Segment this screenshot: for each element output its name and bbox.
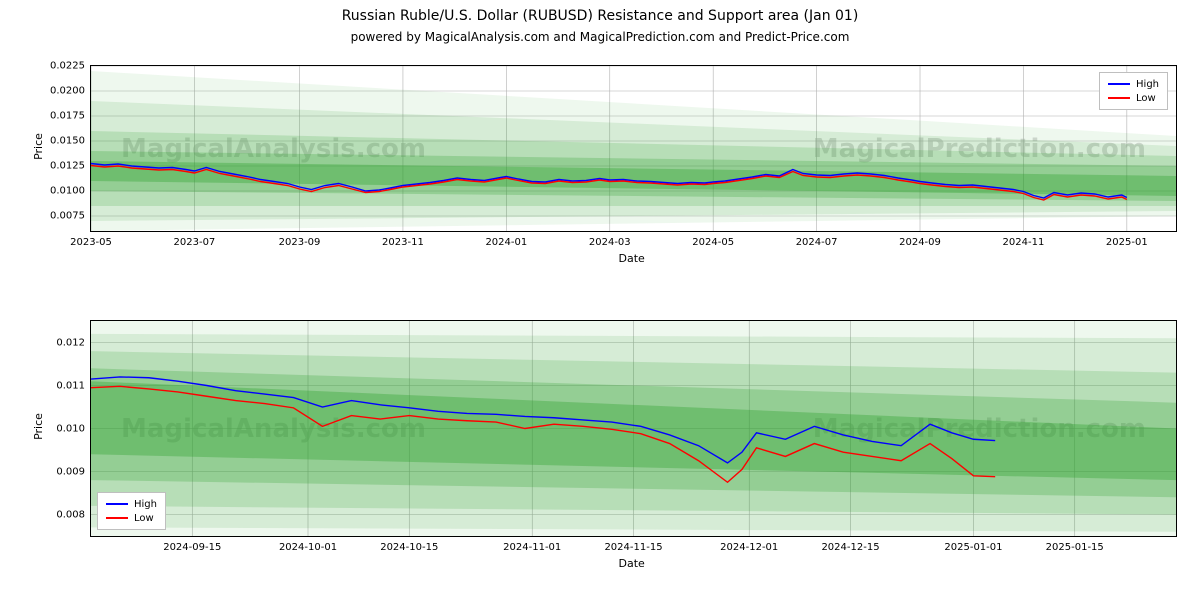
x-tick-label: 2024-07	[796, 231, 838, 248]
x-tick-label: 2024-12-15	[821, 536, 879, 553]
x-tick-label: 2024-11-15	[604, 536, 662, 553]
figure: Russian Ruble/U.S. Dollar (RUBUSD) Resis…	[0, 0, 1200, 600]
legend-item-high: High	[106, 497, 157, 511]
x-tick-label: 2025-01-15	[1046, 536, 1104, 553]
chart-title: Russian Ruble/U.S. Dollar (RUBUSD) Resis…	[0, 8, 1200, 24]
x-tick-label: 2024-09-15	[163, 536, 221, 553]
x-tick-label: 2023-05	[70, 231, 112, 248]
chart-bottom-svg	[91, 321, 1176, 536]
x-tick-label: 2023-11	[382, 231, 424, 248]
y-tick-label: 0.0175	[50, 111, 91, 122]
y-tick-label: 0.010	[56, 423, 91, 434]
x-tick-label: 2024-10-15	[380, 536, 438, 553]
y-tick-label: 0.0200	[50, 86, 91, 97]
x-tick-label: 2023-09	[279, 231, 321, 248]
y-tick-label: 0.0150	[50, 136, 91, 147]
legend-swatch-high	[106, 503, 128, 505]
x-tick-label: 2024-03	[589, 231, 631, 248]
y-tick-label: 0.009	[56, 466, 91, 477]
legend-label-high: High	[1136, 79, 1159, 90]
legend-label-high: High	[134, 499, 157, 510]
legend-bottom: High Low	[97, 492, 166, 530]
legend-item-low: Low	[106, 511, 157, 525]
chart-top-svg	[91, 66, 1176, 231]
y-tick-label: 0.0225	[50, 61, 91, 72]
x-tick-label: 2024-10-01	[279, 536, 337, 553]
x-tick-label: 2025-01	[1106, 231, 1148, 248]
x-tick-label: 2024-01	[485, 231, 527, 248]
legend-swatch-high	[1108, 83, 1130, 85]
legend-item-low: Low	[1108, 91, 1159, 105]
chart-bottom: MagicalAnalysis.com MagicalPrediction.co…	[90, 320, 1177, 537]
y-tick-label: 0.0100	[50, 186, 91, 197]
x-tick-label: 2024-11	[1003, 231, 1045, 248]
legend-item-high: High	[1108, 77, 1159, 91]
x-tick-label: 2024-09	[899, 231, 941, 248]
legend-swatch-low	[106, 517, 128, 519]
y-axis-label-top: Price	[32, 133, 45, 160]
x-axis-label-bottom: Date	[619, 557, 645, 570]
y-tick-label: 0.011	[56, 380, 91, 391]
x-tick-label: 2024-11-01	[503, 536, 561, 553]
x-tick-label: 2024-05	[692, 231, 734, 248]
legend-top: High Low	[1099, 72, 1168, 110]
y-axis-label-bottom: Price	[32, 413, 45, 440]
legend-swatch-low	[1108, 97, 1130, 99]
x-axis-label-top: Date	[619, 252, 645, 265]
chart-subtitle: powered by MagicalAnalysis.com and Magic…	[0, 30, 1200, 44]
legend-label-low: Low	[1136, 93, 1156, 104]
legend-label-low: Low	[134, 513, 154, 524]
y-tick-label: 0.008	[56, 509, 91, 520]
chart-top: MagicalAnalysis.com MagicalPrediction.co…	[90, 65, 1177, 232]
x-tick-label: 2025-01-01	[944, 536, 1002, 553]
y-tick-label: 0.012	[56, 337, 91, 348]
y-tick-label: 0.0075	[50, 211, 91, 222]
y-tick-label: 0.0125	[50, 161, 91, 172]
x-tick-label: 2023-07	[174, 231, 216, 248]
x-tick-label: 2024-12-01	[720, 536, 778, 553]
